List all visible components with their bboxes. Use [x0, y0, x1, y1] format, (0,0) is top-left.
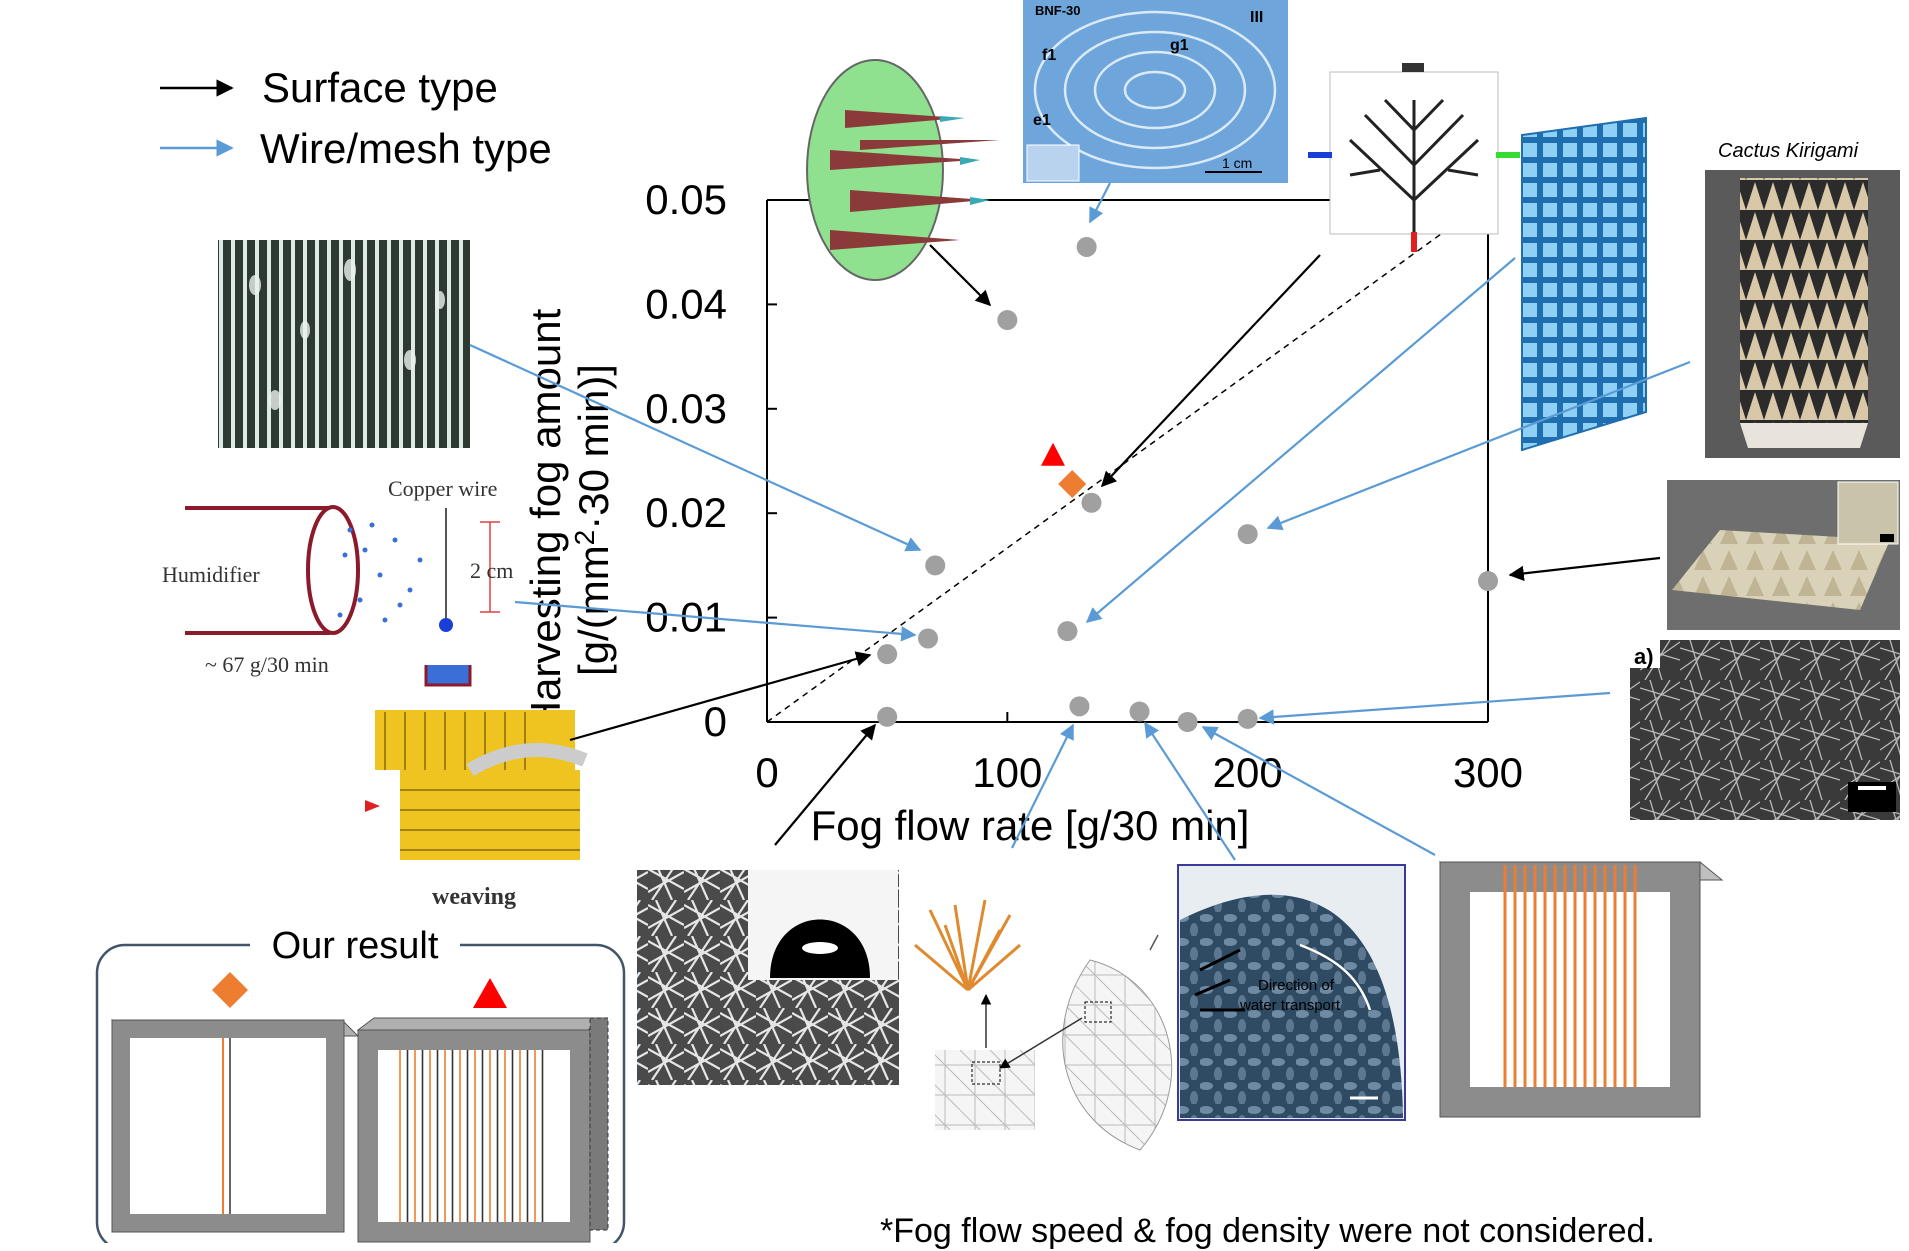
inset-plant-leaf	[914, 899, 1173, 1151]
data-points	[877, 236, 1498, 732]
inset-conical-spines	[806, 59, 1000, 281]
inset-humidifier: Humidifier Copper wire 2 cm ~ 67 g/30 mi…	[162, 476, 513, 687]
arrow-weaving-to-point	[569, 651, 872, 742]
water-label-1: Direction of	[1258, 977, 1335, 994]
bnf-g1: g1	[1170, 37, 1189, 54]
y-tick-label: 0.03	[645, 385, 727, 432]
data-point-our-single	[1058, 469, 1087, 498]
legend-surface-label: Surface type	[262, 64, 498, 111]
arrow-semdroplet-to-point	[774, 723, 876, 846]
our-result-title: Our result	[272, 925, 439, 967]
x-tick-label: 0	[755, 749, 778, 796]
x-tick-labels: 0 100 200 300	[755, 749, 1523, 796]
y-tick-label: 0	[704, 698, 727, 745]
footnote: *Fog flow speed & fog density were not c…	[880, 1212, 1655, 1250]
weaving-label: weaving	[432, 884, 516, 910]
arrow-cones-to-point	[1508, 556, 1661, 582]
y-axis-label-line2: [g/(mm2·30 min)]	[569, 364, 617, 676]
bnf-scale: 1 cm	[1222, 155, 1252, 171]
x-tick-label: 200	[1213, 749, 1283, 796]
arrow-sem-to-point	[1258, 691, 1611, 725]
arrow-woven-to-point	[1144, 721, 1236, 861]
data-point-our-multi	[1040, 442, 1065, 466]
droplet-scale: 1 mm	[845, 967, 870, 978]
distance-label: 2 cm	[470, 558, 513, 583]
bnf-roman: III	[1250, 9, 1263, 26]
inset-striped-droplets	[218, 240, 470, 448]
arrow-frame-to-point	[1201, 726, 1436, 856]
data-point	[918, 628, 939, 649]
arrow-stripes-to-point	[469, 343, 922, 552]
arrow-humidifier-to-point	[514, 600, 917, 642]
y-tick-label: 0.05	[645, 176, 727, 223]
arrow-leaf-to-point	[1011, 723, 1074, 849]
legend: Surface type Wire/mesh type	[160, 64, 552, 172]
bnf-e1: e1	[1033, 112, 1051, 129]
sem-label: a)	[1634, 644, 1654, 669]
y-axis-label: Harvesting fog amount [g/(mm2·30 min)]	[522, 308, 617, 731]
arrows	[469, 182, 1691, 861]
data-point	[997, 310, 1018, 331]
copper-label: Copper wire	[388, 476, 497, 501]
data-point	[877, 706, 898, 727]
x-tick-label: 300	[1453, 749, 1523, 796]
bnf-label: BNF-30	[1035, 3, 1081, 18]
legend-wire-label: Wire/mesh type	[260, 125, 552, 172]
data-point	[1129, 701, 1150, 722]
y-tick-labels: 00.010.020.030.040.05	[645, 176, 727, 745]
inset-cactus-kirigami: Cactus Kirigami	[1705, 140, 1900, 458]
sem-scale: 20 μm	[1850, 796, 1888, 811]
reference-line	[766, 199, 1489, 723]
data-point	[1076, 236, 1097, 257]
data-point	[1478, 571, 1498, 592]
our-result-diamond-icon	[212, 972, 248, 1008]
humidifier-label: Humidifier	[162, 562, 260, 587]
data-point	[925, 555, 946, 576]
x-tick-label: 100	[972, 749, 1042, 796]
inset-sem-droplet: 1 mm	[637, 870, 899, 1085]
arrow-cactus-to-point	[1266, 360, 1691, 531]
bnf-f1: f1	[1042, 47, 1056, 64]
inset-spiral-web: BNF-30 III f1 g1 e1 1 cm	[1023, 0, 1288, 183]
x-axis-label: Fog flow rate [g/30 min]	[811, 802, 1250, 849]
cactus-title: Cactus Kirigami	[1718, 140, 1859, 162]
arrow-tree-to-point	[1100, 254, 1321, 488]
y-tick-label: 0.02	[645, 489, 727, 536]
data-point	[877, 644, 898, 665]
data-point	[1177, 712, 1198, 732]
our-result-triangle-icon	[473, 978, 507, 1008]
arrow-spiral-to-point	[1089, 182, 1111, 224]
our-result-panel: Our result	[95, 920, 626, 1243]
our-result-frame-single	[110, 1019, 360, 1233]
arrow-mesh-to-point	[1085, 257, 1516, 623]
inset-wire-frame	[1438, 861, 1724, 1118]
data-point	[1081, 492, 1102, 513]
inset-sem-fibers: a) 20 μm	[1630, 640, 1900, 820]
data-point	[1237, 524, 1258, 545]
arrow-cone-to-point	[929, 244, 992, 307]
inset-cone-array	[1667, 480, 1900, 630]
data-point	[1057, 621, 1078, 642]
fog-rate-label: ~ 67 g/30 min	[205, 652, 329, 677]
data-point	[1069, 696, 1090, 717]
chart: 0 100 200 300 00.010.020.030.040.05 Fog flo…	[522, 176, 1523, 849]
our-result-frame-multi	[356, 1017, 609, 1243]
data-point	[1237, 708, 1258, 729]
inset-fractal-tree	[1308, 63, 1520, 252]
inset-weaving: weaving	[365, 710, 588, 910]
inset-woven-surface: Direction of water transport	[1177, 864, 1406, 1121]
y-tick-label: 0.04	[645, 280, 727, 327]
water-label-2: water transport	[1239, 997, 1341, 1014]
inset-blue-mesh	[1521, 116, 1647, 452]
